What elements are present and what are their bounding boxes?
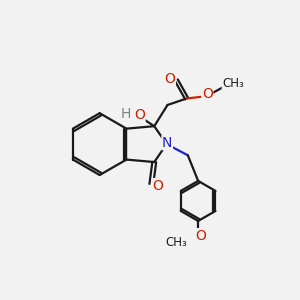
Text: O: O <box>164 72 175 86</box>
Text: H: H <box>121 106 131 121</box>
Text: O: O <box>134 108 145 122</box>
Text: O: O <box>202 87 213 101</box>
Text: N: N <box>162 136 172 150</box>
Text: O: O <box>195 229 206 243</box>
Text: O: O <box>152 178 163 193</box>
Text: CH₃: CH₃ <box>166 236 187 249</box>
Text: CH₃: CH₃ <box>222 77 244 90</box>
